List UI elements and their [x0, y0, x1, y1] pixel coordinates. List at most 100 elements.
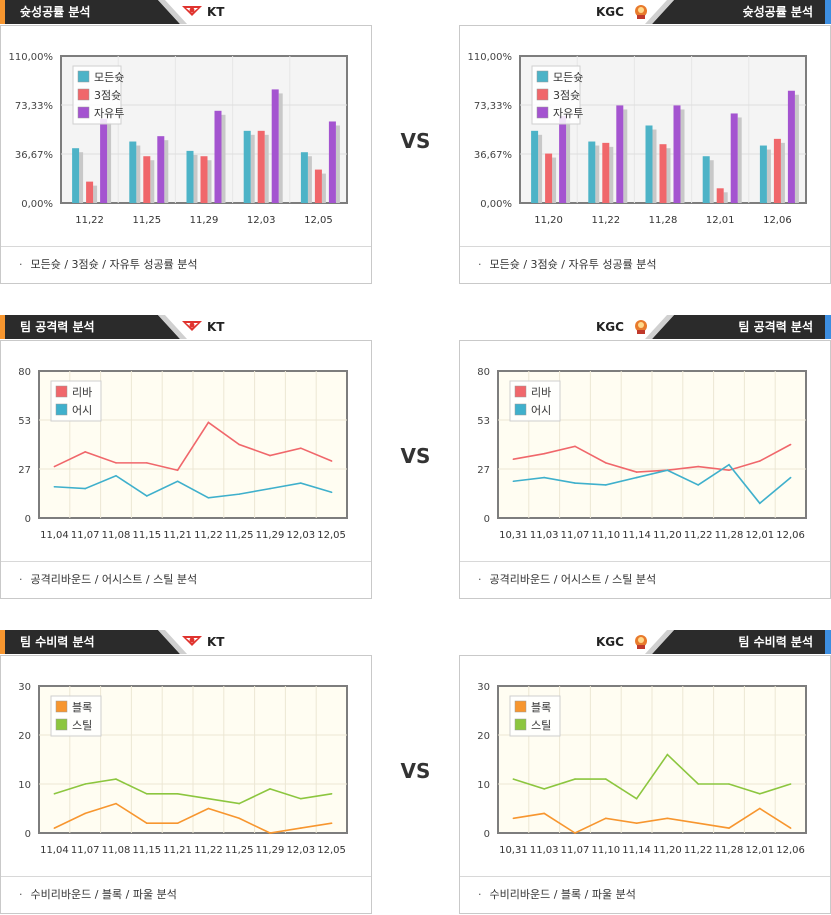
y-tick-label: 110,00% — [9, 52, 54, 63]
header-tab-background — [0, 630, 187, 654]
bar — [702, 156, 710, 203]
x-tick-label: 11,07 — [561, 845, 590, 856]
x-tick-label: 11,28 — [715, 845, 744, 856]
data-point — [666, 469, 669, 472]
data-point — [759, 807, 761, 810]
data-point — [207, 807, 210, 810]
legend-label: 모든슛 — [94, 71, 124, 84]
x-tick-label: 11,04 — [40, 530, 69, 541]
bar — [588, 141, 596, 203]
y-tick-label: 20 — [477, 731, 490, 742]
data-point — [789, 476, 792, 479]
legend-swatch — [536, 88, 549, 101]
kt-logo-icon — [182, 6, 202, 16]
section-title: 팀 수비력 분석 — [20, 635, 95, 649]
data-point — [697, 822, 699, 824]
x-tick-label: 11,29 — [190, 215, 219, 226]
data-point — [605, 778, 607, 780]
data-point — [238, 443, 240, 446]
legend-swatch — [77, 88, 90, 101]
bar — [673, 105, 681, 203]
section-title: 팀 공격력 분석 — [20, 320, 95, 334]
bar-chart: 110,00% 73,33% 36,67% 0,00% 11,22 11,25 11,29 1… — [9, 52, 348, 226]
section-title: 슛성공률 분석 — [20, 5, 91, 19]
data-point — [789, 443, 792, 446]
data-point — [115, 802, 117, 805]
bar — [129, 141, 137, 203]
legend-swatch — [514, 403, 527, 416]
legend-swatch — [55, 718, 68, 731]
data-point — [543, 812, 545, 815]
bar-shadow — [107, 122, 112, 203]
data-point — [53, 465, 56, 468]
section-title: 슛성공률 분석 — [742, 5, 813, 19]
legend-label: 3점슛 — [553, 89, 580, 102]
data-point — [238, 817, 240, 820]
section-header: 팀 공격력 분석 KGC — [459, 315, 831, 339]
x-tick-label: 11,22 — [591, 215, 620, 226]
x-tick-label: 11,22 — [75, 215, 104, 226]
data-point — [574, 445, 576, 448]
bar — [545, 153, 553, 203]
chart-box: 110,00% 73,33% 36,67% 0,00% 11,22 11,25 11,29 1… — [0, 25, 372, 284]
data-point — [115, 474, 117, 477]
bullet-icon: · — [19, 258, 23, 271]
legend-swatch — [55, 403, 68, 416]
bar — [200, 156, 208, 203]
x-tick-label: 11,08 — [102, 845, 131, 856]
legend-label: 블록 — [531, 701, 551, 714]
data-point — [635, 822, 638, 824]
bar-shadow — [538, 134, 543, 203]
legend-label: 리바 — [72, 386, 92, 399]
y-tick-label: 0,00% — [21, 199, 53, 210]
y-tick-label: 30 — [18, 682, 31, 693]
y-tick-label: 30 — [477, 682, 490, 693]
x-tick-label: 11,03 — [530, 845, 559, 856]
x-tick-label: 11,25 — [225, 845, 254, 856]
x-tick-label: 12,06 — [776, 845, 805, 856]
data-point — [300, 797, 302, 800]
bar-shadow — [780, 142, 785, 203]
data-point — [53, 485, 56, 488]
bullet-icon: · — [19, 888, 23, 901]
legend-swatch — [536, 106, 549, 119]
team-name: KT — [207, 5, 225, 19]
bar — [773, 138, 781, 203]
bar-shadow — [709, 160, 714, 203]
bar-shadow — [307, 156, 312, 203]
chart-caption: · 모든슛 / 3점슛 / 자유투 성공률 분석 — [460, 246, 830, 283]
team-name: KGC — [596, 320, 624, 334]
caption-text: 수비리바운드 / 블록 / 파울 분석 — [30, 888, 177, 901]
bar — [328, 121, 336, 203]
legend-swatch — [514, 718, 527, 731]
data-point — [697, 465, 699, 468]
x-tick-label: 10,31 — [499, 845, 528, 856]
data-point — [176, 480, 179, 483]
series-line — [513, 463, 792, 505]
data-point — [84, 487, 86, 490]
x-tick-label: 11,29 — [256, 530, 285, 541]
bar-shadow — [652, 129, 657, 203]
bar-shadow — [264, 134, 269, 203]
x-tick-label: 12,03 — [286, 530, 315, 541]
x-tick-label: 11,25 — [225, 530, 254, 541]
series-line — [54, 778, 332, 805]
chart-box: 80 53 27 0 10,31 11,03 11,07 11,10 11,14 11,20 11,… — [459, 340, 831, 599]
y-tick-label: 53 — [477, 416, 490, 427]
header-tab-background — [645, 315, 831, 339]
data-point — [300, 482, 302, 484]
bullet-icon: · — [478, 888, 482, 901]
x-tick-label: 11,20 — [534, 215, 563, 226]
data-point — [269, 832, 271, 834]
x-tick-label: 11,28 — [715, 530, 744, 541]
data-point — [605, 484, 607, 486]
bar — [100, 118, 108, 203]
data-point — [759, 793, 761, 795]
bar — [72, 148, 80, 203]
y-tick-label: 110,00% — [468, 52, 513, 63]
y-tick-label: 36,67% — [474, 150, 512, 161]
x-tick-label: 11,28 — [649, 215, 678, 226]
data-point — [176, 793, 179, 795]
y-tick-label: 0 — [25, 829, 31, 840]
